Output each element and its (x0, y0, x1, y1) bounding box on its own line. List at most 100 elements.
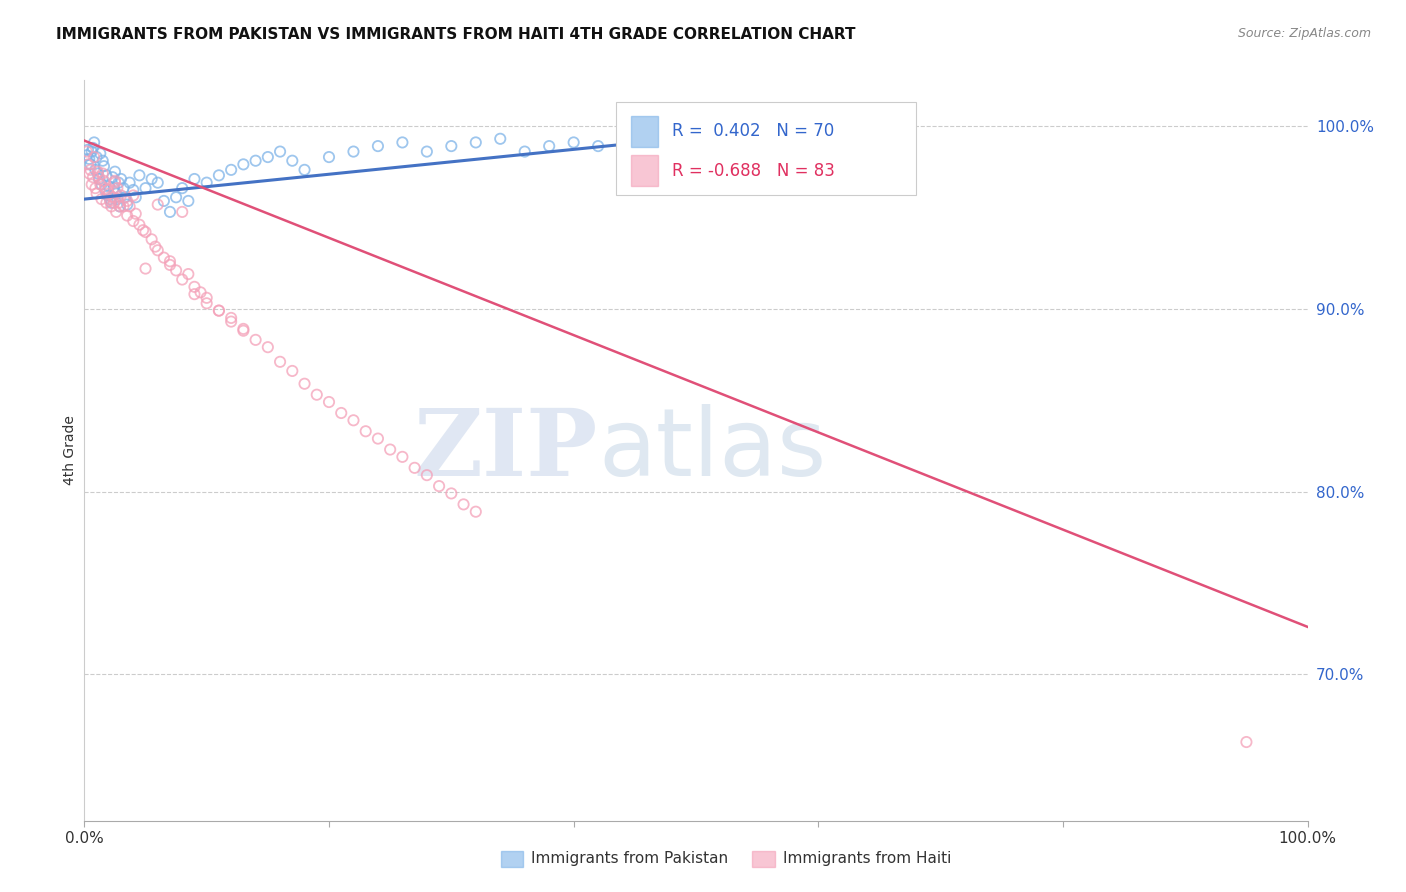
Text: IMMIGRANTS FROM PAKISTAN VS IMMIGRANTS FROM HAITI 4TH GRADE CORRELATION CHART: IMMIGRANTS FROM PAKISTAN VS IMMIGRANTS F… (56, 27, 856, 42)
Point (612, 136, 634, 150)
Point (104, 176, 127, 190)
Point (153, 251, 176, 265)
Point (115, 197, 138, 211)
Text: Immigrants from Haiti: Immigrants from Haiti (783, 852, 952, 866)
Point (77, 157, 100, 171)
Y-axis label: 4th Grade: 4th Grade (63, 416, 77, 485)
Point (269, 145, 291, 159)
Point (294, 162, 316, 177)
Point (153, 194, 176, 208)
Point (83, 136, 105, 150)
Point (177, 267, 200, 281)
Point (489, 132, 512, 146)
Point (135, 261, 157, 276)
Point (79, 157, 101, 171)
Point (118, 176, 141, 190)
Point (440, 486, 463, 500)
Point (84, 181, 107, 195)
Point (165, 263, 187, 277)
Point (141, 232, 163, 246)
FancyBboxPatch shape (616, 103, 917, 195)
Point (245, 333, 267, 347)
Point (380, 442, 402, 457)
Point (122, 183, 145, 197)
Point (257, 340, 280, 354)
Point (77, 143, 100, 157)
Point (108, 199, 131, 213)
Point (232, 322, 254, 336)
Point (77, 167, 100, 181)
Point (77, 152, 100, 166)
Point (93, 174, 115, 188)
Point (115, 194, 138, 208)
Point (367, 139, 389, 153)
Point (135, 181, 157, 195)
Point (100, 195, 122, 210)
Point (94, 183, 117, 197)
Point (132, 223, 155, 237)
Point (80, 145, 103, 159)
Point (208, 303, 231, 318)
Point (100, 199, 122, 213)
Point (101, 190, 124, 204)
Point (107, 176, 129, 190)
Point (104, 164, 127, 178)
Point (464, 136, 486, 150)
Point (118, 199, 141, 213)
Point (318, 150, 340, 164)
Point (208, 169, 231, 183)
Point (91, 153, 114, 168)
Point (125, 207, 148, 221)
Point (135, 225, 157, 239)
Point (404, 460, 426, 475)
Point (105, 181, 128, 195)
Point (245, 153, 267, 168)
Point (562, 136, 585, 150)
Point (114, 190, 136, 204)
Point (82, 141, 104, 155)
Point (104, 174, 127, 188)
Point (367, 432, 389, 446)
Point (440, 139, 463, 153)
Point (146, 176, 169, 190)
Point (143, 239, 166, 253)
Point (342, 145, 364, 159)
Point (146, 197, 169, 211)
Point (105, 192, 128, 206)
Text: R = -0.688   N = 83: R = -0.688 N = 83 (672, 161, 834, 179)
Point (76, 148, 98, 162)
Point (208, 303, 231, 318)
Point (281, 364, 304, 378)
Point (80, 178, 103, 192)
Point (89, 178, 111, 192)
Point (98, 194, 121, 208)
Point (122, 214, 145, 228)
Point (108, 199, 131, 213)
Point (97, 183, 120, 197)
Point (105, 186, 128, 201)
Point (195, 176, 218, 190)
Point (685, 136, 707, 150)
Point (219, 310, 242, 325)
Point (96, 169, 118, 183)
Text: R =  0.402   N = 70: R = 0.402 N = 70 (672, 122, 834, 140)
Point (87, 172, 110, 186)
Point (110, 172, 132, 186)
Point (87, 170, 110, 185)
Point (195, 296, 218, 310)
Point (232, 324, 254, 338)
Point (427, 479, 450, 493)
Point (586, 139, 609, 153)
Text: Immigrants from Pakistan: Immigrants from Pakistan (531, 852, 728, 866)
Point (82, 170, 104, 185)
Point (112, 199, 135, 213)
Point (91, 167, 114, 181)
Point (90, 192, 112, 206)
Point (257, 150, 280, 164)
Point (86, 186, 108, 201)
Point (97, 186, 120, 201)
Point (453, 497, 475, 511)
Point (90, 178, 112, 192)
Text: ZIP: ZIP (413, 406, 598, 495)
Point (183, 280, 205, 294)
